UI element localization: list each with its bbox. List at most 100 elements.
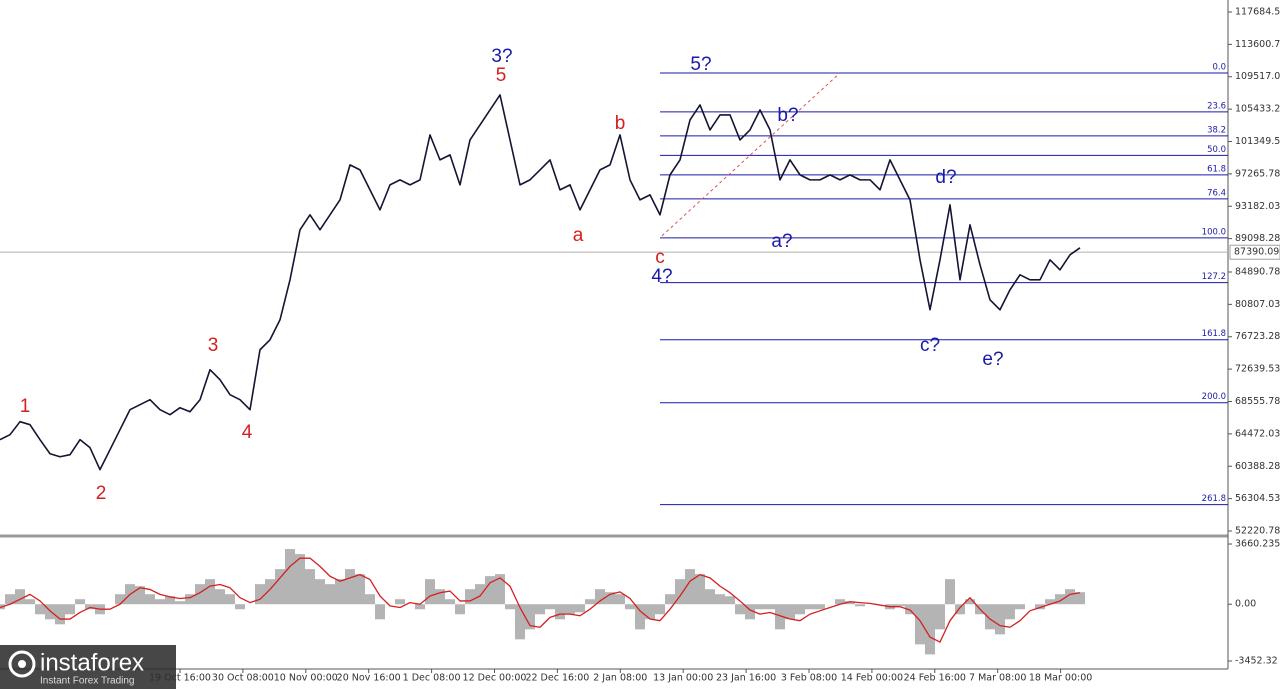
wave-label: a bbox=[573, 225, 584, 246]
histogram-bar bbox=[1075, 592, 1085, 605]
histogram-bar bbox=[165, 596, 175, 605]
y-tick-label: 72639.53 bbox=[1235, 364, 1280, 375]
y-tick-label: 80807.03 bbox=[1235, 299, 1280, 310]
current-price-label: 87390.09 bbox=[1234, 247, 1279, 258]
histogram-bar bbox=[15, 589, 25, 605]
histogram-bar bbox=[1035, 604, 1045, 610]
histogram-bar bbox=[605, 592, 615, 605]
y-tick-label: 56304.53 bbox=[1235, 493, 1280, 504]
histogram-bar bbox=[205, 579, 215, 605]
histogram-bar bbox=[945, 579, 955, 605]
histogram-bar bbox=[365, 594, 375, 605]
watermark-logo bbox=[8, 650, 36, 678]
osc-y-tick-label: 0.00 bbox=[1235, 599, 1256, 610]
wave-label: 2 bbox=[96, 483, 107, 504]
histogram-bar bbox=[395, 599, 405, 605]
histogram-bar bbox=[935, 604, 945, 630]
histogram-bar bbox=[435, 589, 445, 605]
histogram-bar bbox=[35, 604, 45, 615]
fib-level-label: 100.0 bbox=[1202, 227, 1226, 237]
fib-level-label: 23.6 bbox=[1207, 101, 1226, 111]
y-tick-label: 60388.28 bbox=[1235, 461, 1280, 472]
watermark-tagline: Instant Forex Trading bbox=[40, 676, 135, 687]
y-tick-label: 97265.78 bbox=[1235, 168, 1280, 179]
watermark: instaforex Instant Forex Trading bbox=[0, 645, 176, 689]
wave-label: 1 bbox=[20, 396, 31, 417]
histogram-bar bbox=[645, 604, 655, 620]
wave-label: a? bbox=[771, 231, 792, 252]
histogram-bar bbox=[655, 604, 665, 615]
fib-level-label: 261.8 bbox=[1202, 494, 1226, 504]
histogram-bar bbox=[475, 584, 485, 605]
histogram-bar bbox=[375, 604, 385, 620]
wave-label: c bbox=[655, 247, 665, 268]
fib-level-label: 50.0 bbox=[1207, 145, 1226, 155]
histogram-bar bbox=[795, 604, 805, 615]
watermark-logo-dot bbox=[18, 660, 26, 668]
histogram-bar bbox=[965, 599, 975, 605]
current-price-box bbox=[1229, 244, 1280, 260]
y-tick-label: 105433.28 bbox=[1235, 104, 1280, 115]
histogram-bar bbox=[485, 576, 495, 605]
histogram-bar bbox=[195, 584, 205, 605]
y-tick-label: 117684.53 bbox=[1235, 6, 1280, 17]
histogram-bar bbox=[1055, 594, 1065, 605]
histogram-bar bbox=[175, 601, 185, 605]
histogram-bar bbox=[615, 594, 625, 605]
histogram-bar bbox=[855, 604, 865, 607]
histogram-bar bbox=[335, 579, 345, 605]
histogram-bar bbox=[585, 599, 595, 605]
histogram-bar bbox=[915, 604, 925, 645]
histogram-bar bbox=[265, 579, 275, 605]
x-tick-label: 20 Nov 16:00 bbox=[337, 673, 401, 684]
histogram-bar bbox=[925, 604, 935, 655]
fib-level-label: 161.8 bbox=[1202, 329, 1226, 339]
wave-label: 5 bbox=[496, 65, 507, 86]
x-tick-label: 13 Jan 00:00 bbox=[653, 673, 713, 684]
wave-label: 3? bbox=[491, 46, 512, 67]
histogram-bar bbox=[635, 604, 645, 630]
histogram-bar bbox=[625, 604, 635, 610]
histogram-bar bbox=[535, 604, 545, 615]
y-tick-label: 93182.03 bbox=[1235, 201, 1280, 212]
histogram-bar bbox=[595, 589, 605, 605]
histogram-bar bbox=[785, 604, 795, 620]
x-tick-label: 2 Jan 08:00 bbox=[593, 673, 647, 684]
osc-y-tick-label: 3660.235 bbox=[1235, 539, 1280, 550]
histogram-bar bbox=[675, 579, 685, 605]
histogram-bar bbox=[525, 604, 535, 630]
histogram-bar bbox=[955, 604, 965, 615]
histogram-bar bbox=[805, 604, 815, 610]
histogram-bar bbox=[695, 574, 705, 605]
histogram-bar bbox=[155, 599, 165, 605]
fib-level-label: 61.8 bbox=[1207, 164, 1226, 174]
x-tick-label: 24 Feb 16:00 bbox=[904, 673, 966, 684]
histogram-bar bbox=[45, 604, 55, 620]
histogram-bar bbox=[725, 596, 735, 605]
wave-label: b bbox=[615, 113, 626, 134]
x-tick-label: 3 Feb 08:00 bbox=[781, 673, 837, 684]
histogram-bar bbox=[775, 604, 785, 630]
y-tick-label: 68555.78 bbox=[1235, 396, 1280, 407]
watermark-brand: instaforex bbox=[40, 649, 144, 676]
histogram-bar bbox=[235, 604, 245, 610]
fib-level-label: 38.2 bbox=[1207, 125, 1226, 135]
histogram-bar bbox=[835, 599, 845, 605]
histogram-bar bbox=[745, 604, 755, 620]
histogram-bar bbox=[415, 604, 425, 610]
watermark-box bbox=[0, 645, 176, 689]
histogram-bar bbox=[665, 594, 675, 605]
histogram-bar bbox=[715, 594, 725, 605]
histogram-bar bbox=[295, 554, 305, 605]
wave-label: d? bbox=[935, 167, 956, 188]
histogram-bar bbox=[495, 574, 505, 605]
fib-level-label: 127.2 bbox=[1202, 272, 1226, 282]
histogram-bar bbox=[425, 579, 435, 605]
histogram-bar bbox=[575, 604, 585, 613]
histogram-bar bbox=[25, 599, 35, 605]
x-tick-label: 19 Oct 16:00 bbox=[149, 673, 211, 684]
histogram-bar bbox=[345, 569, 355, 605]
histogram-bar bbox=[445, 599, 455, 605]
